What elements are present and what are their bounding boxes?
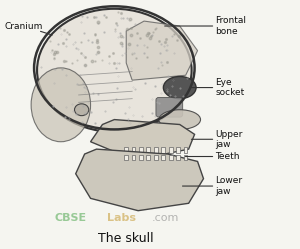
Bar (124, 155, 128, 160)
Text: Labs: Labs (107, 213, 136, 223)
Text: Frontal
bone: Frontal bone (165, 16, 246, 36)
Text: Upper
jaw: Upper jaw (191, 129, 243, 149)
Ellipse shape (164, 76, 196, 99)
Bar (124, 147, 128, 153)
Bar (161, 147, 165, 153)
Text: Teeth: Teeth (185, 152, 240, 161)
Bar (176, 155, 180, 160)
Bar (169, 147, 172, 153)
Text: Lower
jaw: Lower jaw (182, 176, 242, 196)
Bar (176, 147, 180, 153)
Circle shape (74, 104, 89, 116)
Polygon shape (126, 21, 198, 80)
Bar (146, 155, 150, 160)
Bar (184, 147, 188, 153)
Polygon shape (91, 120, 195, 154)
Bar (132, 147, 135, 153)
Bar (169, 155, 172, 160)
Text: CBSE: CBSE (55, 213, 87, 223)
Polygon shape (76, 149, 203, 211)
Bar (139, 147, 143, 153)
Bar (184, 155, 188, 160)
Text: .com: .com (152, 213, 179, 223)
Bar (139, 155, 143, 160)
FancyBboxPatch shape (156, 97, 183, 117)
Ellipse shape (31, 68, 91, 142)
Bar (132, 155, 135, 160)
Bar (154, 155, 158, 160)
Ellipse shape (37, 9, 192, 132)
Bar (154, 147, 158, 153)
Text: Eye
socket: Eye socket (191, 78, 244, 97)
Ellipse shape (159, 110, 200, 129)
Bar (146, 147, 150, 153)
Text: Cranium: Cranium (4, 21, 52, 35)
Text: The skull: The skull (98, 232, 154, 245)
Bar (161, 155, 165, 160)
